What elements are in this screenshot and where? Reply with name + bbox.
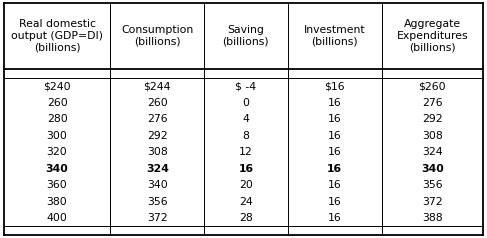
Text: 360: 360 [47, 180, 68, 190]
Text: Saving
(billions): Saving (billions) [223, 25, 269, 47]
Text: 372: 372 [147, 213, 168, 223]
Text: $240: $240 [43, 81, 71, 91]
Text: 340: 340 [421, 164, 444, 174]
Text: 340: 340 [147, 180, 168, 190]
Text: 16: 16 [328, 213, 341, 223]
Text: 16: 16 [327, 164, 342, 174]
Text: 356: 356 [147, 197, 168, 207]
Text: 260: 260 [47, 98, 68, 108]
Text: 308: 308 [147, 147, 168, 157]
Text: $260: $260 [418, 81, 446, 91]
Text: 16: 16 [328, 197, 341, 207]
Text: 308: 308 [422, 131, 443, 141]
Text: 20: 20 [239, 180, 253, 190]
Text: 16: 16 [328, 98, 341, 108]
Text: 276: 276 [422, 98, 443, 108]
Text: 4: 4 [243, 114, 249, 124]
Text: Consumption
(billions): Consumption (billions) [121, 25, 193, 47]
Text: 280: 280 [47, 114, 68, 124]
Text: $244: $244 [144, 81, 171, 91]
Text: 340: 340 [46, 164, 69, 174]
Text: 356: 356 [422, 180, 443, 190]
Text: 300: 300 [47, 131, 68, 141]
Text: Investment
(billions): Investment (billions) [304, 25, 365, 47]
Text: 292: 292 [422, 114, 443, 124]
Text: 324: 324 [422, 147, 443, 157]
Text: 16: 16 [328, 180, 341, 190]
Text: 16: 16 [328, 147, 341, 157]
Text: 260: 260 [147, 98, 168, 108]
Text: 16: 16 [328, 131, 341, 141]
Text: 28: 28 [239, 213, 253, 223]
Text: 400: 400 [47, 213, 68, 223]
Text: 0: 0 [243, 98, 249, 108]
Text: 12: 12 [239, 147, 253, 157]
Text: 292: 292 [147, 131, 168, 141]
Text: Real domestic
output (GDP=DI)
(billions): Real domestic output (GDP=DI) (billions) [11, 19, 103, 53]
Text: 380: 380 [47, 197, 68, 207]
Text: 16: 16 [238, 164, 253, 174]
Text: 276: 276 [147, 114, 168, 124]
Text: $ -4: $ -4 [235, 81, 257, 91]
Text: Aggregate
Expenditures
(billions): Aggregate Expenditures (billions) [396, 19, 468, 53]
Text: 372: 372 [422, 197, 443, 207]
Text: 24: 24 [239, 197, 253, 207]
Text: 388: 388 [422, 213, 443, 223]
Text: 16: 16 [328, 114, 341, 124]
Text: 324: 324 [146, 164, 169, 174]
Text: 320: 320 [47, 147, 68, 157]
Text: $16: $16 [324, 81, 345, 91]
Text: 8: 8 [243, 131, 249, 141]
